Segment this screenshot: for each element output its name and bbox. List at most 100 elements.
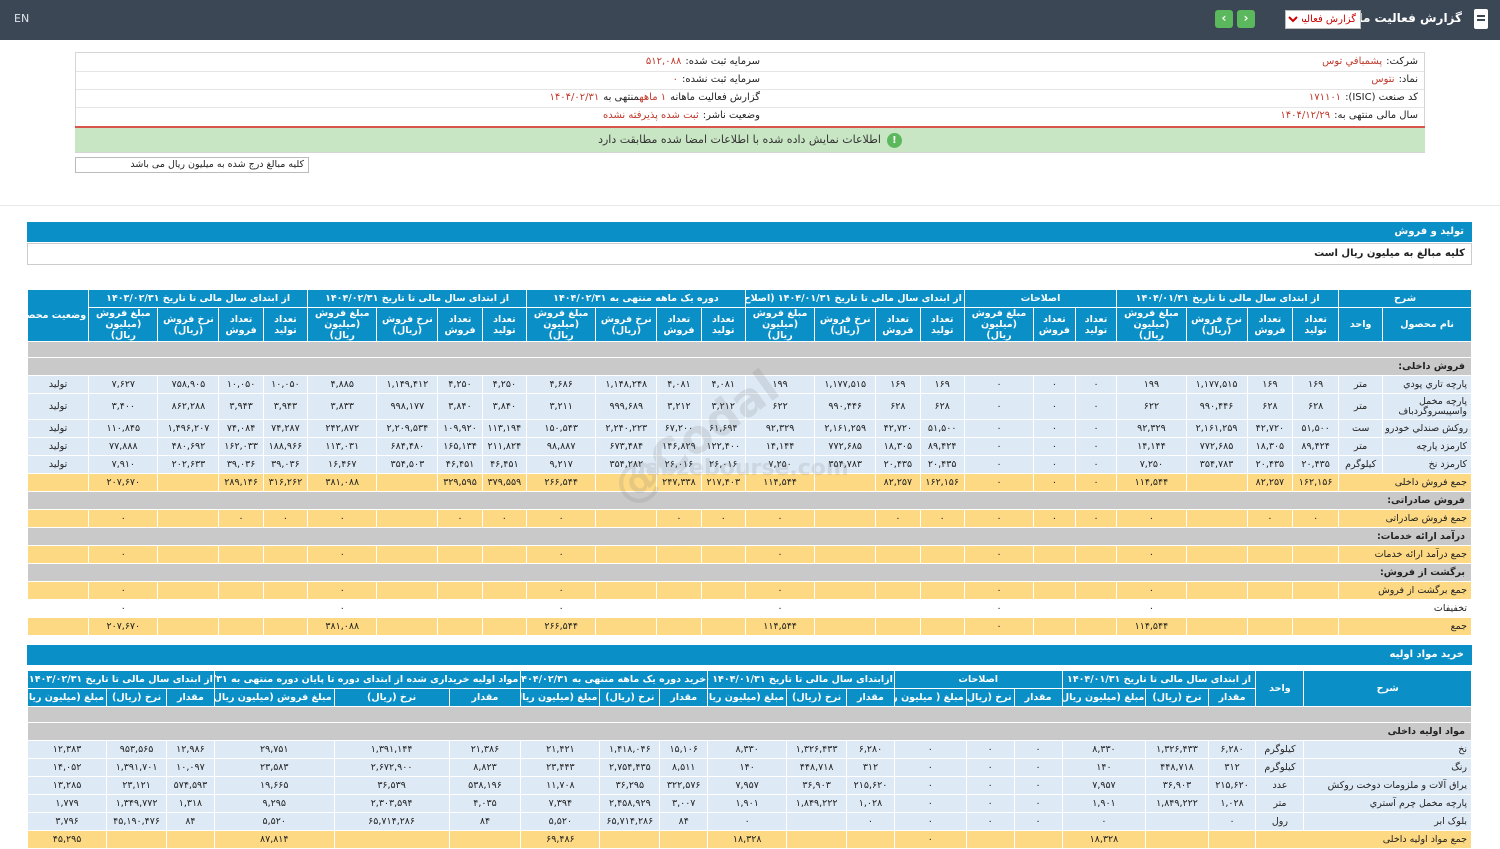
table-cell: ۰	[965, 776, 1015, 795]
report-type-select[interactable]: گزارش فعالیت	[1285, 10, 1361, 29]
table-row: روکش صندلي خودرو ست ۵۱,۵۰۰ ۴۲,۷۲۰ ۲,۱۶۱,۲۵۹ ۹…	[26, 419, 1472, 438]
column-header: نرخ (ریال)	[599, 688, 661, 707]
report-document-icon	[1474, 9, 1488, 29]
group-header: اصلاحات	[893, 670, 1063, 689]
table-cell: ۰	[1074, 393, 1118, 420]
table-cell	[1013, 830, 1063, 849]
table-cell: ۱۴۰	[1061, 758, 1147, 777]
material-name: رنگ	[1303, 758, 1472, 777]
table-cell: ست	[1337, 419, 1384, 438]
group-header: ازابتدای سال مالی تا تاریخ ۱۴۰۴/۰۱/۳۱ (ا…	[707, 670, 895, 689]
table-cell: ۱۲,۹۸۶	[166, 740, 215, 759]
company-field: شرکت:پشمبافي توس	[1322, 56, 1418, 67]
table-row: رنگ کیلوگرم ۳۱۲ ۴۴۸,۷۱۸ ۱۴۰ ۰ ۰ ۰ ۳۱۲ ۴۴۸,۷۱۸ ۱۴۰ ۸…	[26, 758, 1472, 777]
row-label: تخفیفات	[1337, 599, 1473, 618]
table-cell: ۰	[963, 599, 1035, 618]
table-cell: ۳۹,۰۳۶	[262, 455, 309, 474]
column-header: تعداد فروش	[1033, 307, 1076, 342]
table-cell	[595, 599, 658, 618]
table-cell	[1246, 545, 1294, 564]
table-cell: ۱,۷۷۹	[26, 794, 108, 813]
row-label: جمع برگشت از فروش	[1337, 581, 1473, 600]
column-header: تعداد تولید	[700, 307, 746, 342]
table-cell: ۱۴۰	[707, 758, 788, 777]
table-cell: ۷۵۸,۹۰۵	[157, 375, 220, 394]
table-cell: ۱۶۹	[1292, 375, 1339, 394]
column-header: مبلغ (میلیون ریال)	[707, 688, 788, 707]
table-cell: ۳,۹۴۳	[262, 393, 309, 420]
prev-arrow-icon[interactable]: ‹	[1215, 10, 1233, 28]
table-cell	[1246, 581, 1294, 600]
table-cell	[481, 617, 528, 636]
table-cell: ۲,۲۰۹,۵۳۴	[376, 419, 439, 438]
table-cell: ۱۸,۳۰۵	[875, 437, 921, 456]
table-cell: رول	[1255, 812, 1305, 831]
table-cell: ۰	[526, 581, 597, 600]
table-row: جمع فروش داخلی ۱۶۲,۱۵۶ ۸۲,۲۵۷ ۱۱۴,۵۴۴ ۰ ۰ ۰ ۱۶۲…	[26, 473, 1473, 492]
table-cell	[814, 545, 877, 564]
product-name: کارمزد نخ	[1382, 455, 1472, 474]
column-header: تعداد فروش	[218, 307, 264, 342]
table-cell	[875, 581, 921, 600]
group-header: شرح	[1337, 289, 1473, 308]
table-cell: ۹۲,۳۲۹	[744, 419, 816, 438]
column-header: نرخ فروش (ریال)	[157, 307, 220, 342]
table-cell: ۰	[1033, 437, 1076, 456]
table-cell: ۳,۲۱۲	[656, 393, 702, 420]
table-cell	[26, 617, 90, 636]
table-cell: ۲۴۷,۳۳۸	[656, 473, 702, 492]
table-cell: ۳,۴۰۰	[88, 393, 159, 420]
table-cell: ۲۰۲,۶۳۳	[157, 455, 220, 474]
table-cell: ۲۱۵,۶۲۰	[846, 776, 895, 795]
table-cell: ۰	[893, 740, 967, 759]
table-cell: ۹,۲۱۷	[526, 455, 597, 474]
column-header: تعداد فروش	[875, 307, 921, 342]
product-name: پارچه مخمل واسپيسروگردباف	[1382, 393, 1472, 420]
table-cell: ۶۲۸	[1292, 393, 1339, 420]
table-cell: ۱۸,۳۲۸	[707, 830, 788, 849]
table-cell: ۴,۰۸۱	[700, 375, 746, 394]
page-title: گزارش فعالیت ماهانه	[1333, 11, 1462, 25]
table-cell: ۰	[744, 509, 816, 528]
table-cell	[965, 830, 1015, 849]
table-cell	[595, 581, 658, 600]
table-cell: ۱۸,۳۰۵	[1246, 437, 1294, 456]
column-header: تعداد تولید	[1292, 307, 1339, 342]
table-cell	[786, 830, 848, 849]
table-cell: ۰	[700, 509, 746, 528]
table-cell	[1185, 599, 1248, 618]
table-cell: ۳۶,۹۰۳	[786, 776, 848, 795]
table-cell: ۱,۹۰۱	[707, 794, 788, 813]
table-cell: ۳۶,۹۰۳	[1145, 776, 1209, 795]
table-cell	[814, 509, 877, 528]
table-row: فروش صادراتی:	[27, 491, 1472, 510]
table-cell: ۲,۳۰۳,۵۹۴	[333, 794, 450, 813]
table-cell: ۱,۳۱۸	[166, 794, 215, 813]
table-cell	[218, 617, 264, 636]
table-cell: ۶۹,۴۸۶	[520, 830, 601, 849]
table-cell: ۰	[1074, 419, 1118, 438]
table-cell	[700, 581, 746, 600]
column-header: مبلغ فروش (میلیون ریال)	[88, 307, 159, 342]
table-cell: ۰	[1033, 393, 1076, 420]
table-cell	[218, 545, 264, 564]
column-header: مبلغ فروش (میلیون ریال)	[1116, 307, 1187, 342]
table-cell	[599, 830, 661, 849]
table-cell: ۸۶۲,۲۸۸	[157, 393, 220, 420]
table-cell	[437, 581, 483, 600]
table-cell: ۱۶۲,۰۳۳	[218, 437, 264, 456]
table-cell: ۲۱۷,۴۰۳	[700, 473, 746, 492]
table-row: درآمد ارائه خدمات:	[27, 527, 1472, 546]
table-cell	[376, 599, 439, 618]
table-cell: ۷,۲۵۰	[1116, 455, 1187, 474]
language-switch[interactable]: EN	[14, 12, 30, 25]
next-arrow-icon[interactable]: ›	[1237, 10, 1255, 28]
table-cell: ۱,۳۲۶,۴۳۳	[1145, 740, 1209, 759]
table-cell: ۸,۳۳۰	[1061, 740, 1147, 759]
table-cell: ۰	[1013, 740, 1063, 759]
table-cell	[26, 509, 90, 528]
table-cell: ۲,۲۴۰,۲۲۳	[595, 419, 658, 438]
table-cell	[814, 473, 877, 492]
table-cell	[262, 581, 309, 600]
group-header: از ابتدای سال مالی تا تاریخ ۱۴۰۳/۰۲/۳۱	[27, 670, 215, 689]
